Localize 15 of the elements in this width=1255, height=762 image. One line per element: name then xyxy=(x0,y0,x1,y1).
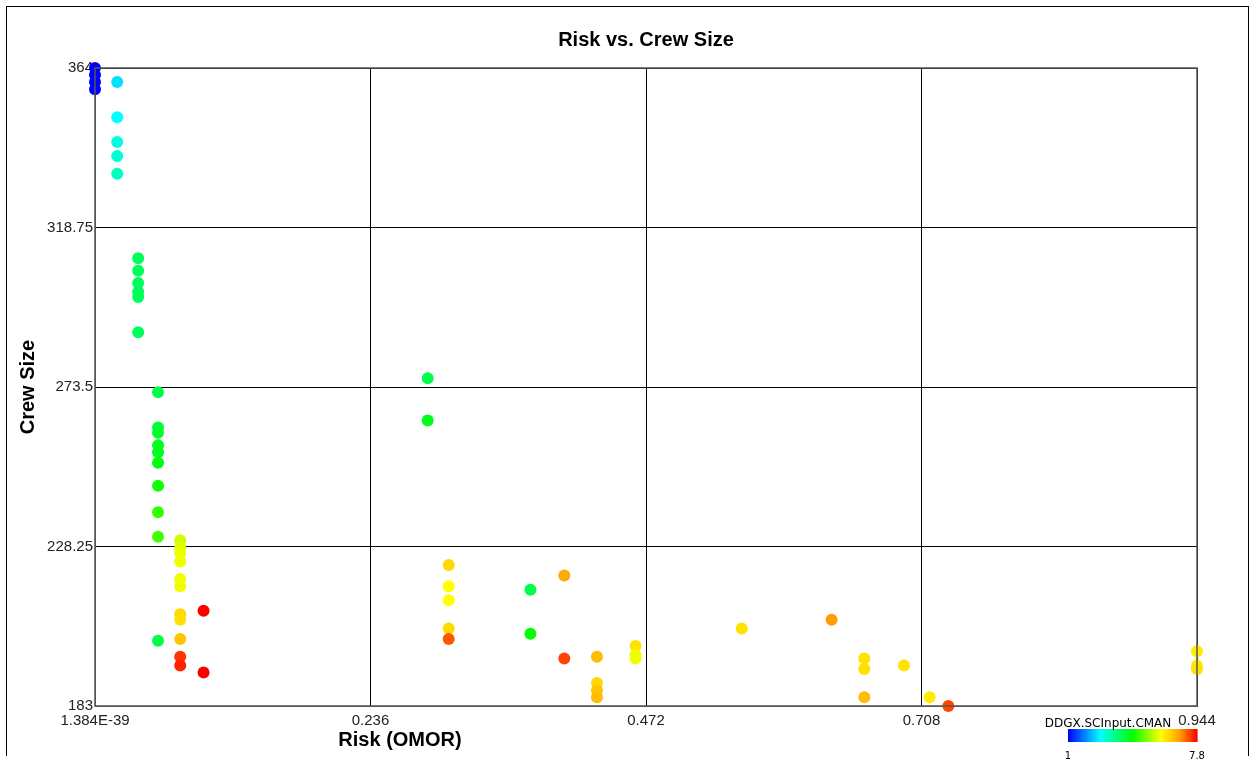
color-bar-title: DDGX.SCInput.CMAN xyxy=(1043,716,1173,730)
x-tick-label: 0.944 xyxy=(1178,711,1216,729)
y-tick-label: 183 xyxy=(67,696,93,714)
x-tick-label: 0.236 xyxy=(351,711,390,729)
x-tick-label: 0.708 xyxy=(902,711,941,729)
y-axis-title: Crew Size xyxy=(15,339,38,435)
y-tick-label: 228.25 xyxy=(47,536,93,554)
color-bar-label: 7.8 xyxy=(1189,749,1205,761)
chart-title: Risk vs. Crew Size xyxy=(558,27,734,50)
y-tick-label: 318.75 xyxy=(47,217,93,235)
x-tick-label: 1.384E-39 xyxy=(60,711,130,729)
y-tick-label: 273.5 xyxy=(55,377,93,395)
x-axis-title: Risk (OMOR) xyxy=(338,727,462,750)
color-bar-label: 1 xyxy=(1064,749,1072,761)
x-tick-label: 0.472 xyxy=(627,711,665,729)
